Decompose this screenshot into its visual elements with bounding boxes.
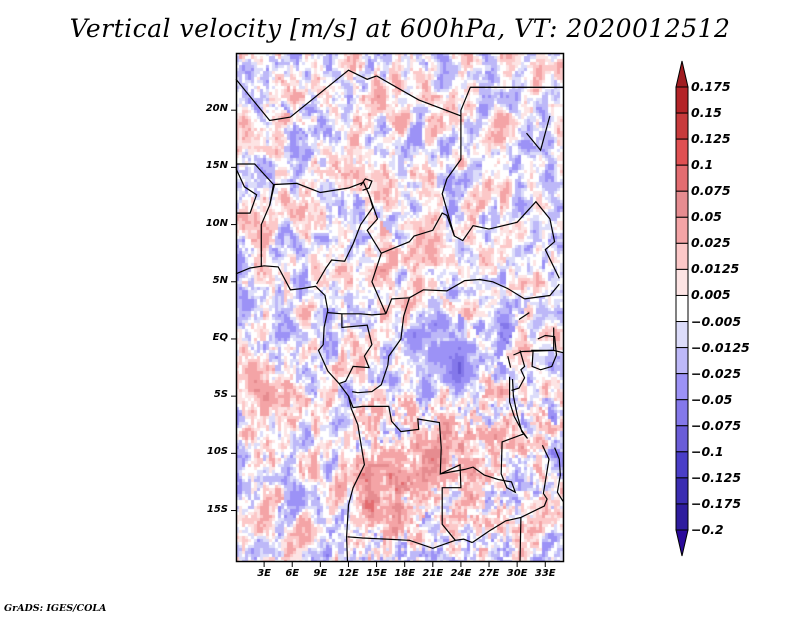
border-line <box>347 536 456 549</box>
colorbar-box <box>675 294 689 323</box>
colorbar-box <box>675 399 689 427</box>
colorbar-box <box>675 321 689 349</box>
border-line <box>235 168 258 214</box>
colorbar-box <box>675 268 689 296</box>
x-tick-label: 3E <box>257 568 271 579</box>
border-line <box>366 194 387 315</box>
colorbar-label: −0.1 <box>691 443 724 459</box>
border-line <box>381 212 455 254</box>
x-tick-label: 33E <box>534 568 556 579</box>
colorbar-box <box>675 112 689 140</box>
colorbar-box <box>675 503 689 531</box>
border-line <box>511 350 526 391</box>
map-overlay <box>231 52 565 567</box>
border-line <box>554 447 564 502</box>
colorbar-box <box>675 347 689 375</box>
chart-title: Vertical velocity [m/s] at 600hPa, VT: 2… <box>69 14 731 43</box>
x-tick-label: 27E <box>478 568 500 579</box>
colorbar-label: 0.0125 <box>691 261 740 277</box>
border-line <box>385 278 525 315</box>
x-tick-label: 9E <box>313 568 328 579</box>
colorbar-box <box>675 451 689 479</box>
border-line <box>360 178 373 191</box>
axis-ticks <box>231 109 546 567</box>
y-tick-label: EQ <box>212 331 228 343</box>
colorbar-label: 0.125 <box>691 131 731 147</box>
x-tick-label: 12E <box>338 568 359 579</box>
border-line <box>509 376 528 439</box>
border-line <box>440 433 524 494</box>
border-line <box>316 194 374 285</box>
border-line <box>518 312 530 320</box>
y-tick-label: 15S <box>206 503 228 515</box>
border-line <box>376 75 490 242</box>
colorbar-box <box>675 86 689 114</box>
colorbar-box <box>675 373 689 401</box>
border-line <box>471 445 550 544</box>
border-line <box>526 115 551 152</box>
x-tick-label: 24E <box>450 568 472 579</box>
colorbar-label: −0.175 <box>691 495 742 511</box>
border-line <box>488 200 560 279</box>
colorbar-box <box>675 138 689 166</box>
plot-frame <box>235 52 565 563</box>
colorbar-box <box>675 242 689 270</box>
colorbar-label: −0.05 <box>691 391 733 407</box>
colorbar-label: 0.15 <box>691 105 722 121</box>
colorbar-box <box>675 477 689 505</box>
colorbar-label: 0.175 <box>691 79 731 94</box>
x-tick-label: 18E <box>394 568 416 579</box>
border-line <box>235 69 377 122</box>
colorbar-label: 0.1 <box>691 157 714 173</box>
border-line <box>347 395 473 544</box>
colorbar-extend-max <box>675 60 689 88</box>
colorbar-label: 0.005 <box>691 287 731 303</box>
y-tick-label: 10S <box>206 446 228 458</box>
border-line <box>507 355 512 368</box>
y-tick-label: 5S <box>213 389 228 401</box>
border-line <box>269 181 370 206</box>
colorbar-label: −0.0125 <box>691 339 750 355</box>
colorbar-label: −0.2 <box>691 522 724 537</box>
border-line <box>235 265 366 563</box>
border-line <box>531 334 558 371</box>
colorbar-box <box>675 425 689 453</box>
colorbar-box <box>675 216 689 244</box>
y-tick-label: 20N <box>205 103 228 115</box>
border-line <box>519 517 522 563</box>
x-tick-label: 6E <box>285 568 300 579</box>
border-line <box>327 312 386 316</box>
colorbar-box <box>675 164 689 192</box>
colorbar-label: −0.005 <box>691 313 742 329</box>
x-tick-label: 21E <box>422 568 444 579</box>
y-tick-label: 10N <box>205 217 228 229</box>
y-tick-label: 15N <box>205 160 228 172</box>
plot-area <box>231 52 565 567</box>
colorbar-label: 0.05 <box>691 209 722 225</box>
colorbar-label: −0.025 <box>691 365 742 381</box>
border-line <box>524 283 560 300</box>
vertical-velocity-field <box>236 53 564 562</box>
x-tick-label: 30E <box>506 568 528 579</box>
border-line <box>531 349 564 354</box>
colorbar-box <box>675 190 689 218</box>
x-tick-label: 15E <box>366 568 387 579</box>
colorbar-label: −0.125 <box>691 469 742 485</box>
colorbar-label: 0.025 <box>691 235 731 251</box>
border-line <box>352 297 410 394</box>
country-borders <box>235 69 564 563</box>
y-tick-label: 5N <box>212 274 228 286</box>
border-line <box>460 86 564 116</box>
colorbar-extend-min <box>675 529 689 557</box>
colorbar-label: −0.075 <box>691 417 742 433</box>
colorbar-label: 0.075 <box>691 183 731 199</box>
border-line <box>338 313 373 385</box>
grads-credit: GrADS: IGES/COLA <box>4 603 107 614</box>
